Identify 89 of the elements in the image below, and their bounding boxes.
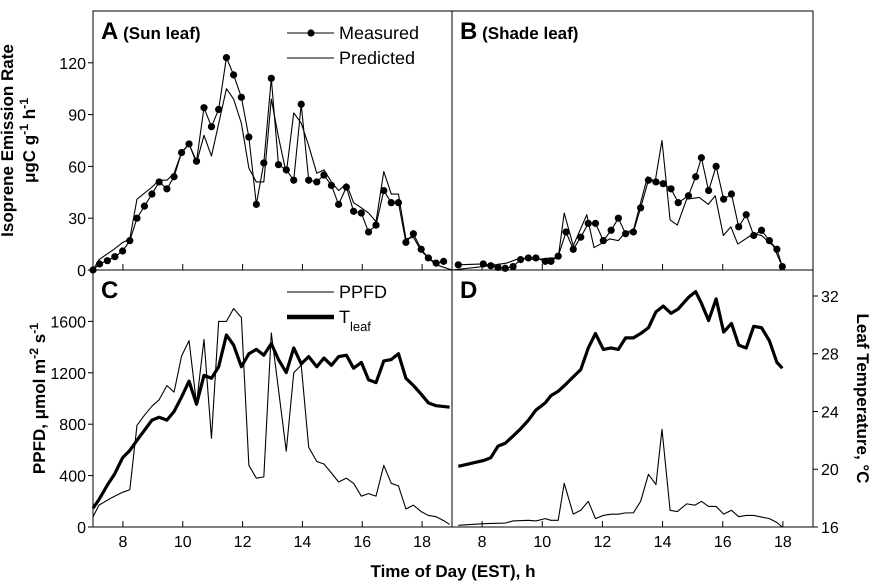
point — [274, 161, 282, 168]
x-tick-label: 10 — [533, 534, 552, 551]
point — [509, 262, 517, 270]
point — [252, 200, 260, 208]
point — [268, 74, 275, 82]
point — [364, 228, 372, 236]
legend-label: T$_{leaf}$ — [339, 307, 372, 334]
y-tick-label: 30 — [68, 211, 86, 228]
point — [698, 154, 705, 162]
point — [592, 220, 600, 227]
point — [742, 211, 750, 218]
point — [335, 200, 342, 208]
y-tick-label: 800 — [59, 417, 86, 434]
point — [454, 261, 462, 268]
point — [577, 234, 584, 241]
y-tick-label: 1200 — [50, 366, 86, 383]
point — [570, 246, 577, 253]
point — [140, 202, 148, 210]
point — [608, 226, 615, 234]
point — [660, 180, 667, 188]
x-tick-label: 16 — [353, 534, 372, 551]
point — [119, 247, 126, 255]
point — [440, 258, 448, 265]
y-tick-label: 120 — [59, 56, 86, 73]
y2-tick-label: 32 — [821, 288, 839, 306]
x-tick-label: 12 — [594, 534, 612, 551]
y-tick-label: 90 — [68, 108, 86, 125]
point — [684, 192, 692, 200]
point — [712, 162, 720, 170]
point — [208, 123, 216, 130]
y-tick-label: 1600 — [50, 314, 86, 332]
y-tick-label: 400 — [59, 468, 86, 486]
point — [298, 100, 305, 108]
point — [728, 190, 736, 198]
point — [200, 104, 208, 112]
point — [238, 94, 245, 101]
x-tick-label: 10 — [174, 534, 192, 551]
legend-label: Measured — [339, 23, 420, 43]
y2-tick-label: 24 — [821, 404, 839, 422]
point — [133, 214, 141, 222]
y2-tick-label: 16 — [821, 520, 839, 537]
x-tick-label: 16 — [714, 534, 732, 551]
y2-tick-label: 20 — [821, 462, 839, 480]
x-tick-label: 8 — [478, 534, 487, 551]
point — [735, 223, 742, 230]
point — [705, 186, 712, 194]
point — [692, 173, 700, 180]
x-tick-label: 18 — [774, 534, 792, 551]
point — [290, 176, 298, 184]
point — [111, 253, 118, 260]
chart-title: D — [460, 277, 478, 304]
y-tick-label: 60 — [68, 159, 86, 176]
point — [215, 106, 222, 114]
point — [230, 71, 238, 78]
x-axis-title: Time of Day (EST), h — [370, 562, 536, 581]
chart-title: C — [101, 277, 118, 304]
legend-label: Predicted — [339, 48, 416, 68]
point — [388, 199, 395, 206]
point — [758, 226, 766, 234]
y2-axis-title: Leaf Temperature, °C — [853, 314, 872, 484]
point — [350, 208, 358, 215]
y-tick-label: 0 — [77, 263, 86, 280]
point — [562, 228, 570, 236]
point — [358, 209, 365, 217]
point — [720, 196, 728, 203]
x-tick-label: 14 — [654, 534, 672, 551]
x-tick-label: 18 — [413, 534, 432, 551]
point — [313, 178, 320, 186]
x-tick-label: 8 — [118, 534, 128, 551]
point — [222, 54, 230, 62]
point — [410, 230, 418, 238]
point — [148, 190, 156, 198]
chart-title: B (Shade leaf) — [460, 18, 578, 45]
point — [372, 222, 380, 229]
point — [614, 214, 622, 222]
point — [402, 238, 410, 246]
point — [674, 199, 682, 206]
point — [667, 185, 675, 192]
legend-label: PPFD — [339, 282, 388, 302]
x-tick-label: 12 — [234, 534, 252, 551]
point — [104, 257, 111, 264]
point — [305, 176, 312, 184]
x-tick-label: 14 — [294, 534, 312, 551]
point — [547, 258, 555, 265]
y-tick-label: 0 — [77, 520, 86, 537]
chart-title: A (Sun leaf) — [101, 18, 201, 45]
point — [245, 133, 252, 141]
y2-tick-label: 28 — [821, 346, 839, 364]
point — [163, 185, 170, 192]
